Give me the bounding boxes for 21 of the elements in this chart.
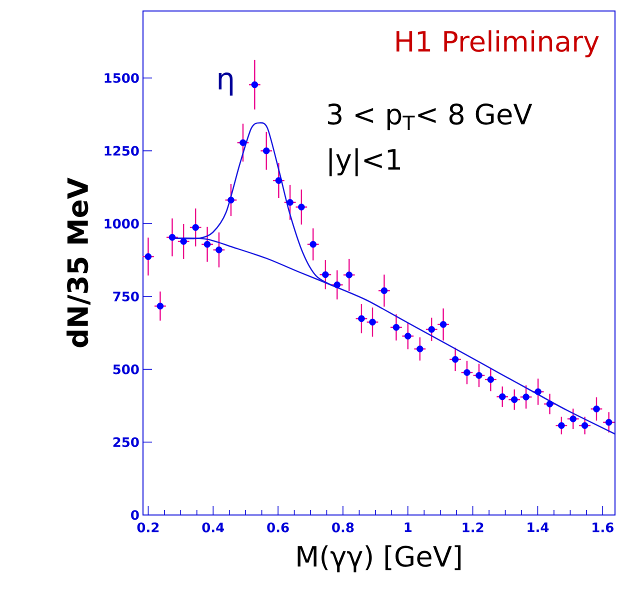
y-tick-label: 250: [113, 437, 139, 448]
annotation: η: [218, 72, 233, 96]
x-tick-label: 1.4: [528, 522, 549, 532]
y-axis-title: dN/35 MeV: [66, 178, 90, 348]
annotation: |y|<1: [329, 148, 400, 176]
x-tick-label: 0.4: [202, 522, 224, 532]
annotation: 3 < p$_{T}$< 8 GeV: [328, 104, 532, 130]
x-axis-title: M(γγ) [GeV]: [298, 545, 461, 572]
x-tick-label: 1.6: [592, 522, 614, 532]
y-tick-label: 500: [113, 364, 139, 374]
x-tick-label: 0.6: [267, 522, 289, 532]
y-tick-label: 1250: [104, 146, 139, 156]
y-tick-label: 1000: [104, 218, 139, 229]
y-tick-label: 750: [113, 292, 139, 302]
x-tick-label: 0.2: [137, 522, 159, 532]
x-tick-label: 1: [404, 522, 412, 532]
y-tick-label: 1500: [104, 73, 139, 83]
x-tick-label: 0.8: [332, 522, 354, 532]
y-tick-label: 0: [131, 510, 139, 520]
x-tick-label: 1.2: [462, 522, 484, 532]
annotation: H1 Preliminary: [396, 30, 599, 58]
